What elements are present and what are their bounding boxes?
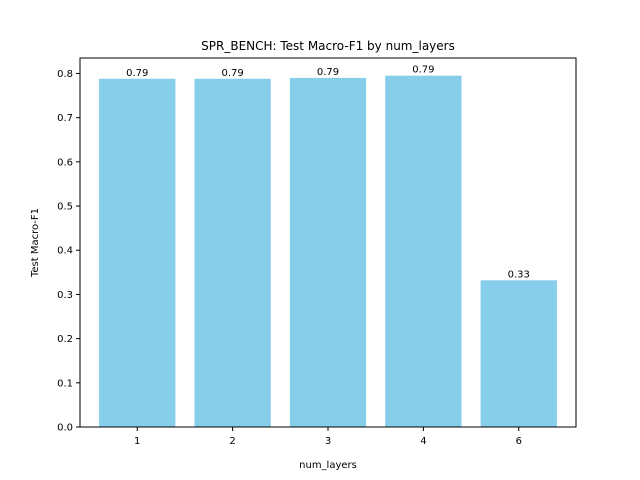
chart-title: SPR_BENCH: Test Macro-F1 by num_layers [201,39,455,53]
data-labels-group: 0.79 0.79 0.79 0.79 0.33 [126,65,530,281]
x-tick-label-3: 3 [325,436,331,447]
data-label-1: 0.79 [126,68,148,79]
y-tick-label: 0.7 [57,113,73,124]
data-label-2: 0.79 [221,68,243,79]
x-tick-label-4: 4 [420,436,426,447]
bar-2 [194,78,271,428]
y-tick-label: 0.4 [57,246,73,257]
bar-3 [289,77,367,427]
x-tick-label-6: 6 [516,436,522,447]
y-tick-label: 0.2 [57,334,73,345]
y-tick-label: 0.6 [57,157,73,168]
bar-6 [480,280,557,427]
bar-1 [99,78,176,428]
y-tick-label: 0.8 [57,69,73,80]
x-tick-label-2: 2 [229,436,235,447]
bars-group [99,75,557,428]
data-label-6: 0.33 [508,269,530,280]
y-tick-label: 0.5 [57,202,73,213]
y-axis-ticks: 0.0 0.1 0.2 0.3 0.4 0.5 0.6 0.7 0.8 [57,69,80,434]
plot-frame [79,57,577,428]
y-tick-label: 0.3 [57,290,73,301]
x-tick-label-1: 1 [134,436,140,447]
data-label-4: 0.79 [412,65,434,76]
bar-4 [385,75,462,428]
y-axis-label: Test Macro-F1 [30,208,41,278]
data-label-3: 0.79 [317,67,339,78]
y-tick-label: 0.1 [57,378,73,389]
y-tick-label: 0.0 [57,423,73,434]
x-axis-label: num_layers [299,460,357,471]
x-axis-ticks: 1 2 3 4 6 [134,427,522,447]
